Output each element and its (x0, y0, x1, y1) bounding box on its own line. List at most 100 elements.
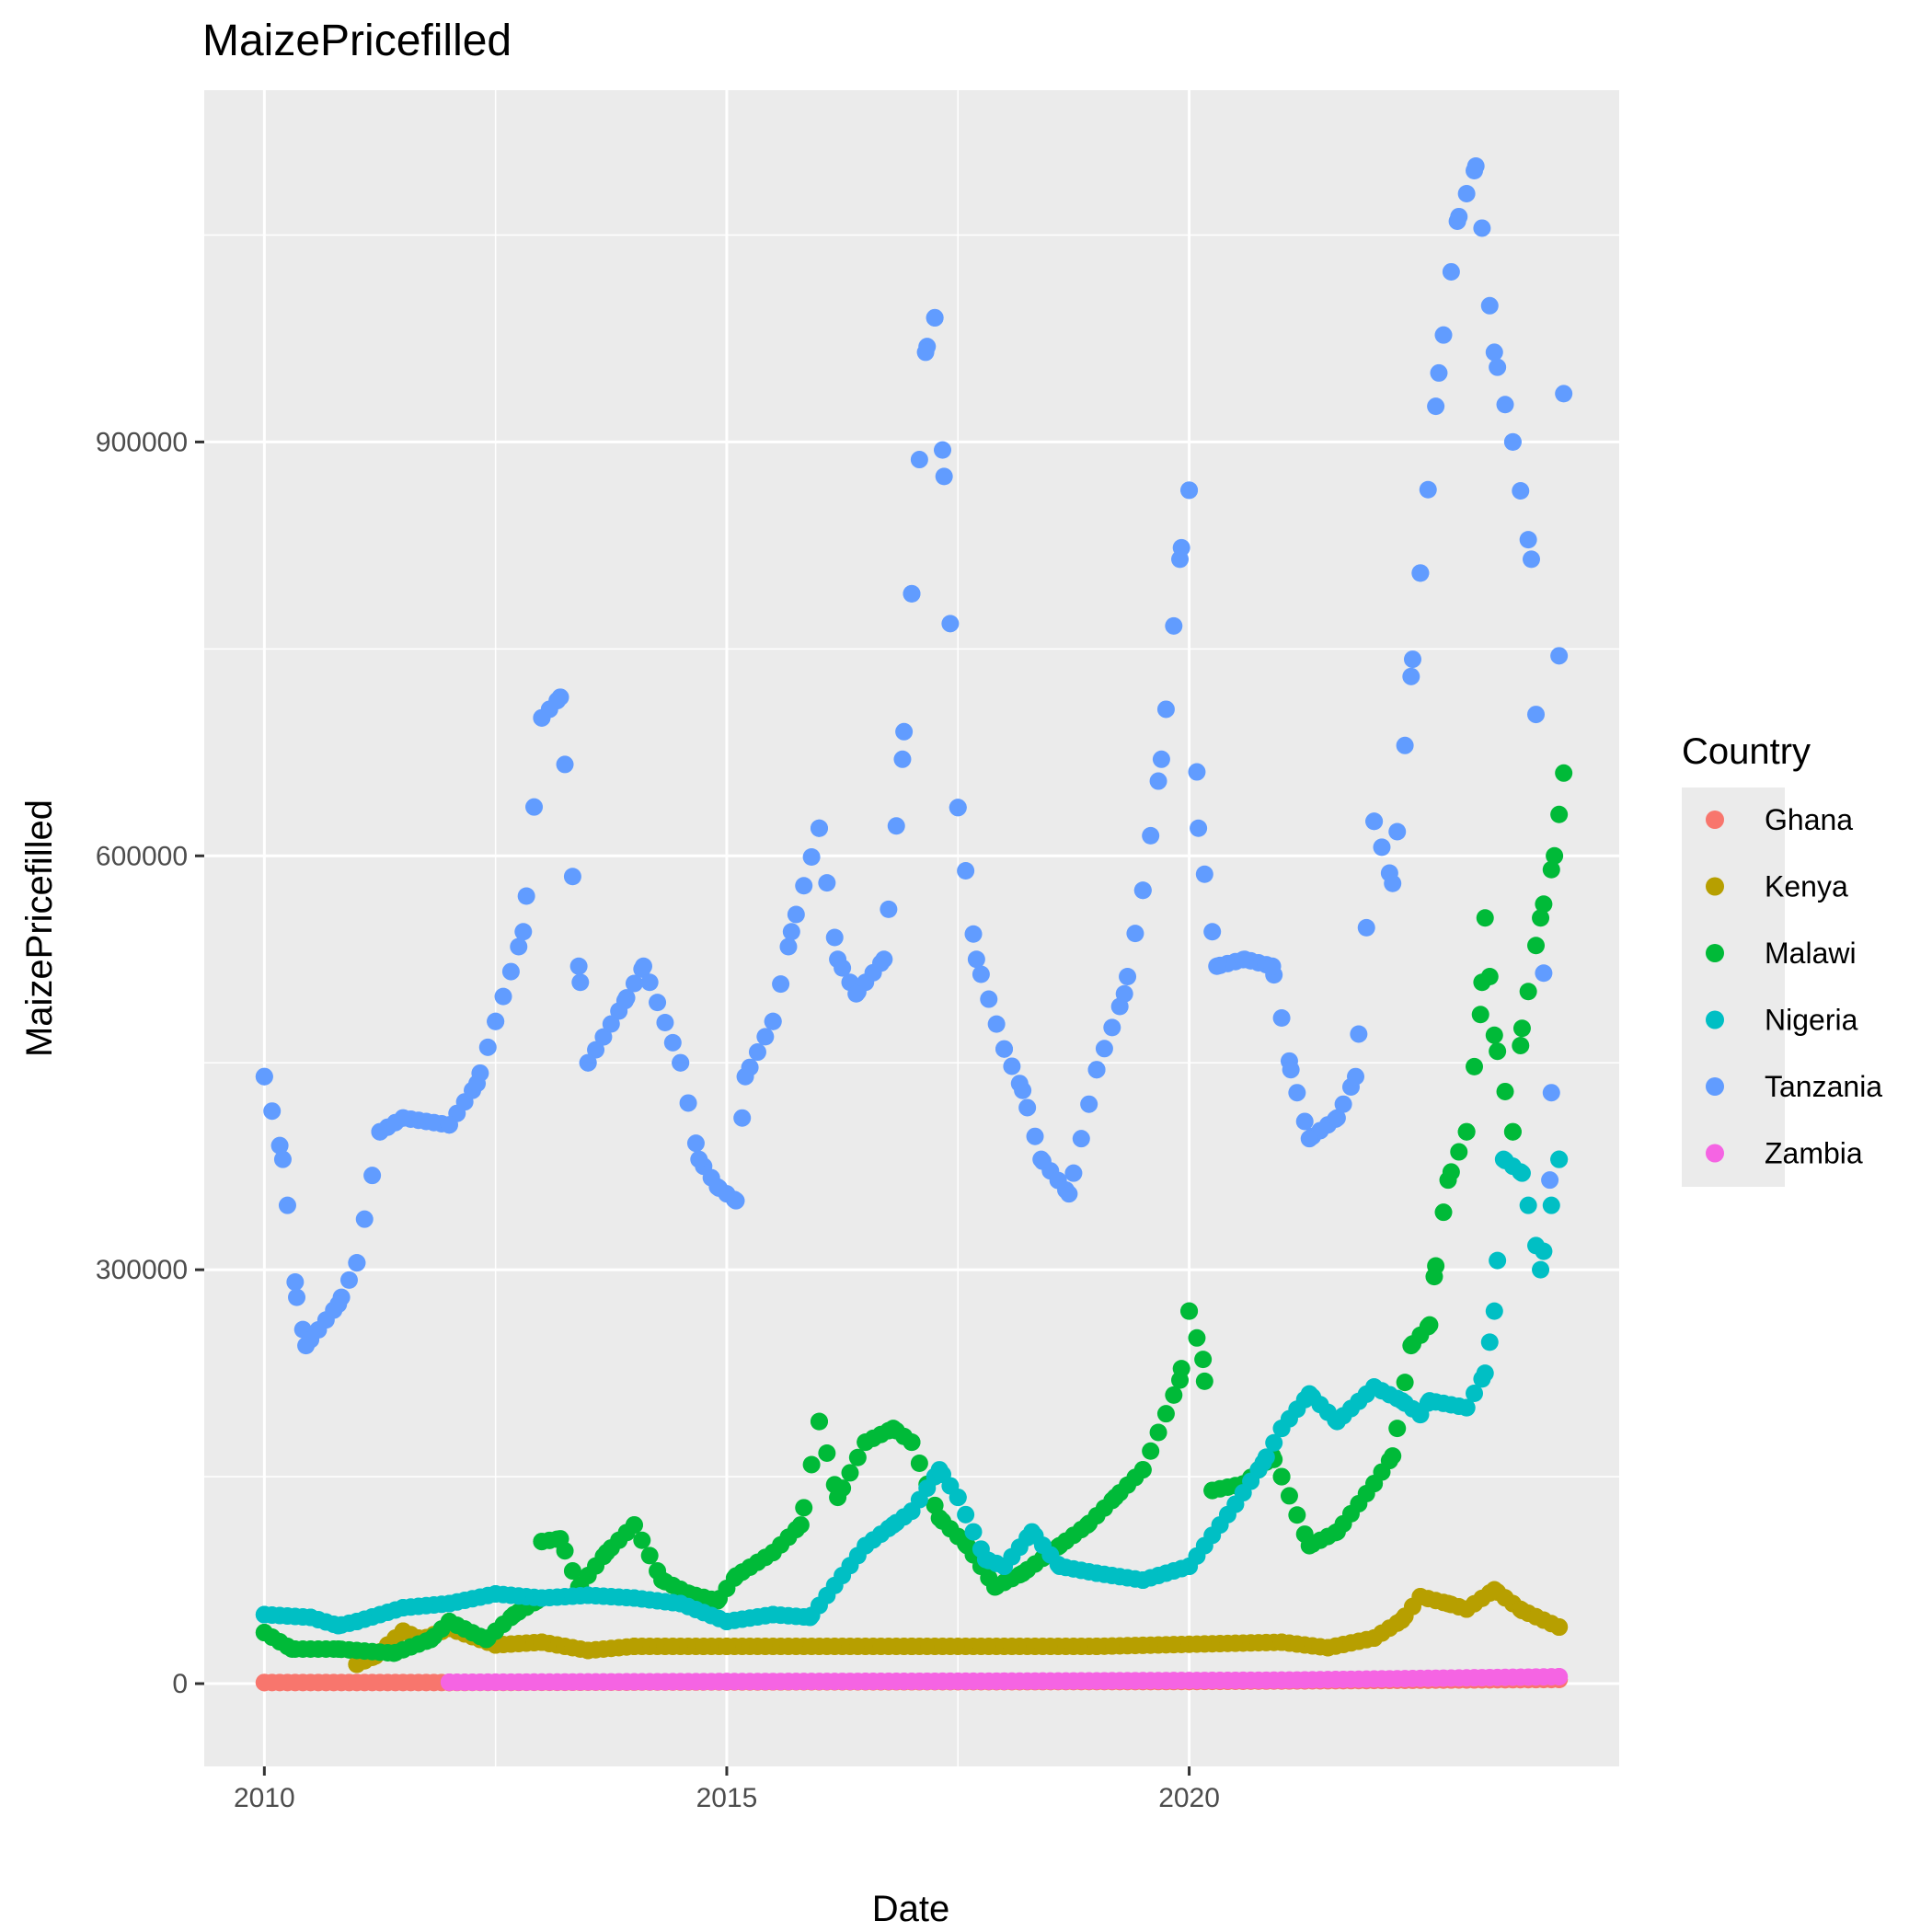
data-point (1195, 865, 1213, 883)
data-point (640, 1547, 659, 1565)
legend-label: Kenya (1765, 870, 1848, 903)
data-point (1272, 1008, 1291, 1027)
data-point (949, 799, 967, 817)
data-point (995, 1040, 1014, 1058)
data-point (1203, 923, 1222, 941)
data-point (791, 1516, 810, 1535)
data-point (672, 1594, 690, 1613)
data-point (903, 584, 921, 603)
data-point (1420, 1316, 1439, 1334)
data-point (1350, 1025, 1368, 1043)
data-point (887, 817, 905, 835)
data-point (1403, 650, 1421, 669)
data-point (1106, 1489, 1124, 1507)
data-point (255, 1624, 273, 1642)
data-point (1535, 964, 1553, 983)
data-point (884, 1420, 903, 1438)
data-point (1334, 1095, 1352, 1113)
legend-key-ghana (1706, 811, 1724, 829)
data-point (348, 1655, 366, 1673)
data-point (1300, 1385, 1318, 1403)
data-point (1532, 909, 1550, 927)
legend-label: Ghana (1765, 803, 1853, 836)
data-point (533, 1533, 551, 1551)
y-tick-label: 900000 (96, 427, 188, 457)
data-point (329, 1295, 348, 1314)
data-point (1133, 881, 1152, 900)
data-point (957, 862, 975, 880)
data-point (1133, 1571, 1152, 1590)
data-point (718, 1638, 736, 1656)
data-point (282, 1640, 301, 1659)
data-point (1555, 764, 1573, 782)
y-tick-label: 600000 (96, 841, 188, 871)
legend-label: Zambia (1765, 1137, 1863, 1170)
data-point (394, 1622, 412, 1640)
data-point (255, 1673, 273, 1692)
x-tick-label: 2015 (696, 1783, 758, 1813)
data-point (679, 1094, 697, 1112)
data-point (1541, 1171, 1559, 1190)
data-point (1396, 736, 1414, 754)
data-point (594, 1028, 613, 1046)
data-point (556, 755, 574, 774)
data-point (718, 1613, 736, 1631)
data-point (1532, 1260, 1550, 1279)
data-point (857, 1536, 875, 1555)
data-point (1411, 1588, 1430, 1606)
x-axis-title: Date (872, 1889, 950, 1929)
data-point (288, 1288, 306, 1306)
legend-label: Malawi (1765, 937, 1857, 970)
data-point (1550, 1668, 1569, 1686)
data-point (1115, 984, 1133, 1003)
data-point (514, 923, 533, 941)
legend: Country Ghana Kenya Malawi Nigeria Tanzania Z… (1682, 731, 1882, 1187)
data-point (1190, 819, 1208, 837)
data-point (597, 1544, 615, 1562)
data-point (1265, 1433, 1283, 1452)
data-point (686, 1134, 705, 1153)
data-point (800, 1608, 819, 1627)
data-point (348, 1254, 366, 1272)
series-zambia (440, 1668, 1569, 1692)
data-point (1466, 1384, 1484, 1402)
data-point (727, 1567, 745, 1585)
data-point (1272, 1467, 1291, 1486)
data-point (1051, 1558, 1069, 1576)
data-point (1411, 1406, 1430, 1424)
data-point (1014, 1081, 1032, 1099)
data-point (748, 1043, 766, 1062)
data-point (1328, 1109, 1346, 1127)
data-point (1535, 1242, 1553, 1260)
data-point (1133, 1461, 1152, 1479)
data-point (1550, 1618, 1569, 1637)
data-point (1425, 1268, 1443, 1286)
data-point (1180, 1558, 1199, 1576)
data-point (903, 1433, 921, 1452)
data-point (949, 1489, 967, 1507)
data-point (995, 1672, 1014, 1690)
data-point (995, 1558, 1014, 1576)
data-point (829, 950, 847, 969)
data-point (910, 1455, 928, 1473)
data-point (1373, 838, 1391, 857)
data-point (672, 1053, 690, 1072)
data-point (385, 1644, 403, 1662)
data-point (934, 441, 952, 459)
data-point (1300, 1130, 1318, 1148)
data-point (733, 1109, 752, 1127)
data-point (1476, 1364, 1494, 1383)
data-point (880, 900, 898, 918)
data-point (363, 1167, 382, 1185)
data-point (903, 1638, 921, 1656)
data-point (1439, 1594, 1457, 1613)
data-point (1535, 895, 1553, 914)
data-point (736, 1067, 754, 1086)
data-point (1542, 860, 1560, 879)
data-point (1546, 846, 1564, 865)
data-point (1466, 1057, 1484, 1075)
data-point (649, 994, 667, 1012)
data-point (1393, 1392, 1411, 1410)
data-point (1328, 1412, 1346, 1431)
